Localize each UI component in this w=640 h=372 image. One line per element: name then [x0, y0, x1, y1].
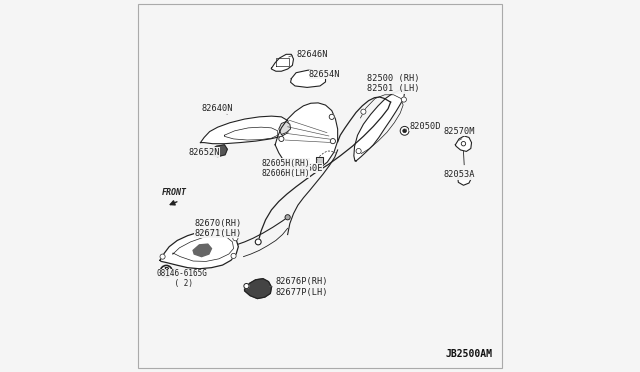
Text: B: B: [163, 267, 169, 276]
Polygon shape: [271, 54, 294, 71]
Circle shape: [161, 266, 172, 277]
Text: 82050D: 82050D: [409, 122, 440, 131]
Text: 82654N: 82654N: [309, 70, 340, 79]
Circle shape: [329, 114, 334, 119]
Polygon shape: [200, 116, 290, 144]
Circle shape: [356, 148, 361, 154]
Polygon shape: [207, 145, 227, 157]
Circle shape: [403, 129, 406, 133]
Circle shape: [233, 235, 238, 241]
Polygon shape: [458, 170, 472, 185]
Text: JB2500AM: JB2500AM: [445, 349, 492, 359]
Circle shape: [231, 253, 236, 259]
Text: 82500 (RH)
82501 (LH): 82500 (RH) 82501 (LH): [367, 74, 420, 93]
Text: 82640N: 82640N: [202, 104, 233, 113]
Circle shape: [285, 215, 290, 220]
Circle shape: [401, 97, 406, 102]
Text: 82053A: 82053A: [444, 170, 475, 179]
Polygon shape: [291, 70, 326, 87]
Circle shape: [279, 137, 284, 141]
Text: 82670(RH)
82671(LH): 82670(RH) 82671(LH): [194, 219, 241, 238]
Polygon shape: [275, 103, 338, 170]
Circle shape: [255, 239, 261, 245]
Polygon shape: [244, 279, 271, 299]
Text: 82605H(RH)
82606H(LH): 82605H(RH) 82606H(LH): [261, 158, 310, 178]
Polygon shape: [316, 157, 323, 163]
Circle shape: [400, 126, 409, 135]
Polygon shape: [193, 244, 211, 257]
Polygon shape: [456, 136, 472, 151]
Text: FRONT: FRONT: [162, 188, 188, 197]
Text: 08146-6165G
    ( 2): 08146-6165G ( 2): [156, 269, 207, 288]
Circle shape: [160, 254, 165, 259]
Circle shape: [361, 109, 366, 114]
Circle shape: [244, 283, 249, 289]
Text: 82646N: 82646N: [296, 50, 328, 59]
Text: 82676P(RH)
82677P(LH): 82676P(RH) 82677P(LH): [276, 278, 328, 297]
Text: 82652N: 82652N: [188, 148, 220, 157]
Polygon shape: [354, 90, 404, 161]
Text: 82570M: 82570M: [444, 127, 475, 136]
Text: 82050E: 82050E: [291, 164, 323, 173]
Polygon shape: [279, 122, 291, 135]
Circle shape: [330, 138, 335, 144]
Polygon shape: [160, 230, 238, 269]
